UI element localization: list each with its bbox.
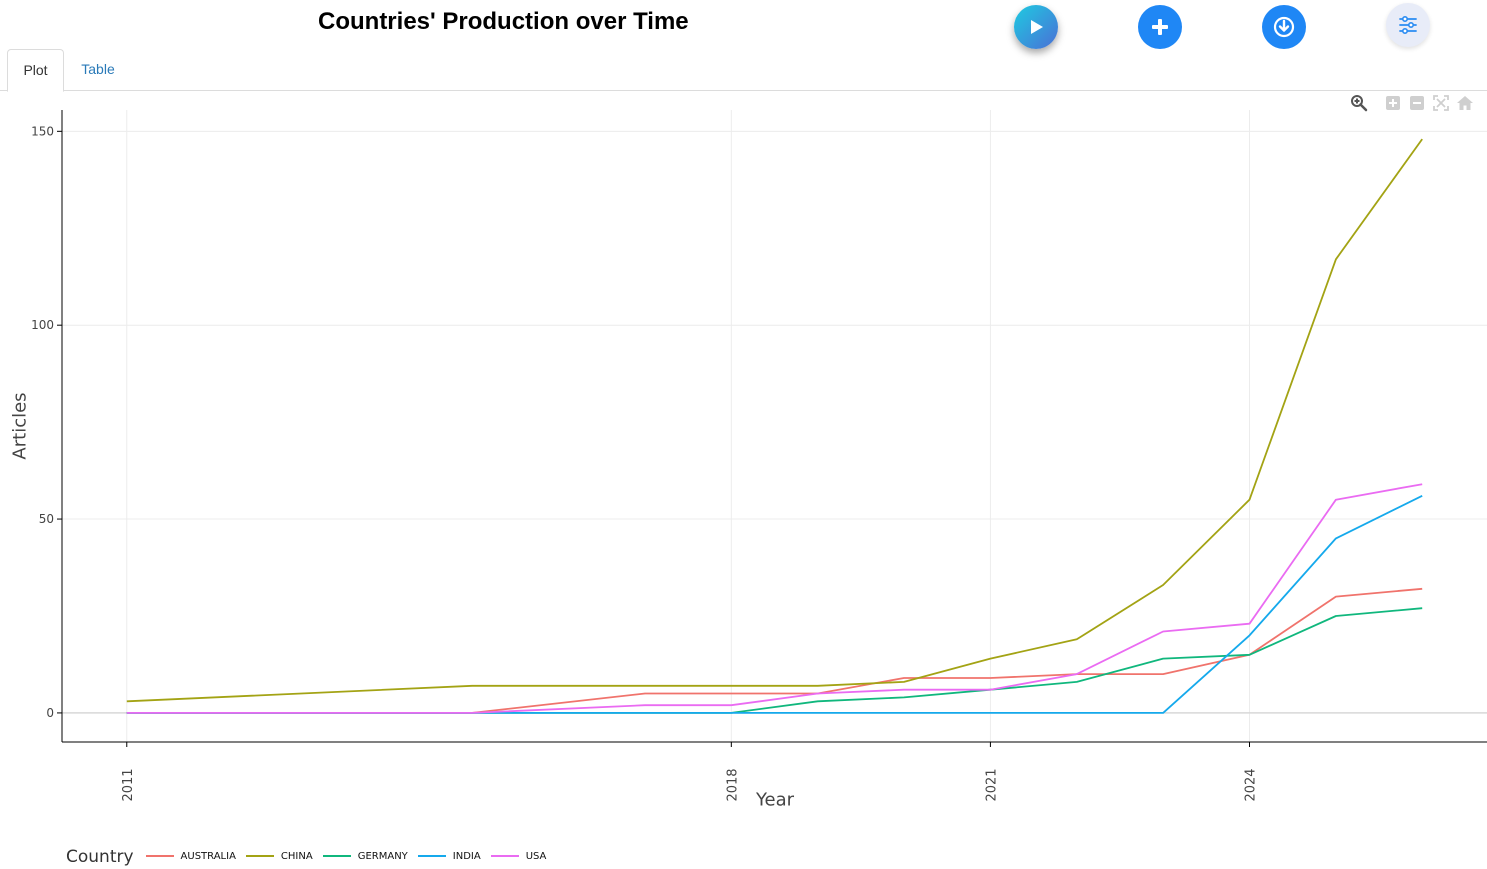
add-button[interactable] [1138,5,1182,49]
legend-label: GERMANY [357,850,408,862]
play-button[interactable] [1014,5,1058,49]
zoom-in-icon[interactable] [1384,94,1402,112]
download-icon [1273,16,1295,38]
legend-swatch [245,855,274,857]
zoom-out-icon[interactable] [1408,94,1426,112]
play-icon [1031,20,1043,34]
x-tick-label: 2011 [121,768,136,801]
lines-layer [126,138,1423,714]
legend-label: CHINA [280,850,313,862]
y-tick-label: 0 [46,706,54,720]
series-line-india [126,494,1423,714]
legend-swatch [417,855,446,857]
x-tick-label: 2018 [725,768,740,801]
y-tick-label: 150 [31,124,54,138]
legend-item-india[interactable]: INDIA [417,850,481,862]
legend-label: INDIA [452,850,481,862]
legend-title: Country [66,847,134,867]
legend-swatch [145,855,174,857]
y-tick-label: 50 [39,512,54,526]
legend-swatch [322,855,351,857]
zoom-icon[interactable] [1350,94,1368,112]
tab-bar: Plot Table [0,49,1487,92]
series-line-usa [126,483,1423,714]
tab-plot[interactable]: Plot [7,49,64,92]
legend-item-usa[interactable]: USA [490,850,547,862]
chart-title: Countries' Production over Time [318,8,689,35]
axes-layer: 0 50 100 150 2011 2018 2021 2024 [31,110,1487,802]
series-line-china [126,138,1423,703]
legend-label: AUSTRALIA [180,850,236,862]
series-line-germany [126,607,1423,714]
series-line-australia [126,587,1423,714]
x-tick-label: 2021 [984,768,999,801]
tab-table[interactable]: Table [81,61,115,77]
download-button[interactable] [1262,5,1306,49]
legend-swatch [490,855,519,857]
y-tick-label: 100 [31,318,54,332]
sliders-icon [1399,15,1417,35]
autoscale-icon[interactable] [1432,94,1450,112]
options-button[interactable] [1386,3,1430,47]
legend-item-germany[interactable]: GERMANY [322,850,408,862]
y-axis-title: Articles [9,392,31,460]
grid-layer [62,110,1487,742]
legend-item-australia[interactable]: AUSTRALIA [145,850,236,862]
legend-label: USA [525,850,547,862]
reset-axes-icon[interactable] [1456,94,1474,112]
legend: Country AUSTRALIA CHINA GERMANY INDIA US… [66,845,556,867]
plus-icon [1152,19,1168,35]
legend-item-china[interactable]: CHINA [245,850,313,862]
x-axis-title: Year [755,789,795,811]
x-tick-label: 2024 [1244,768,1259,801]
